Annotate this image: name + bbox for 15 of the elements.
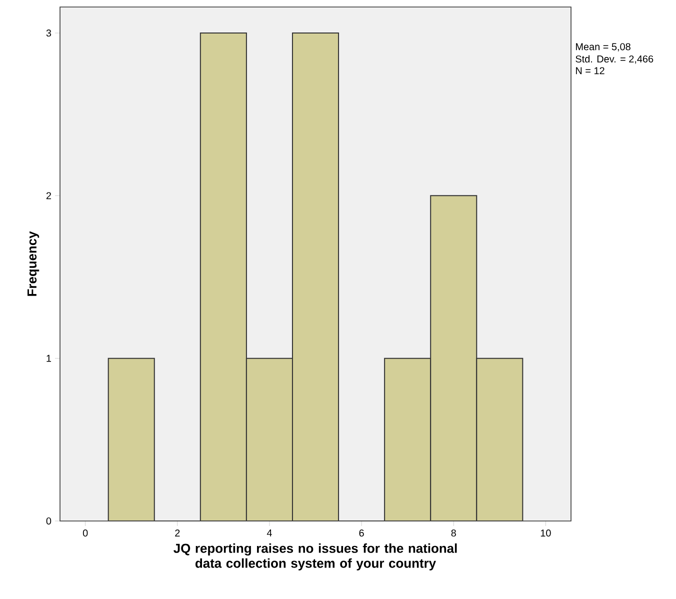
y-tick-label: 2 <box>46 192 51 200</box>
x-tick-label: 0 <box>82 530 88 537</box>
x-tick-label: 4 <box>266 530 272 536</box>
y-tick-label: 1 <box>46 354 52 362</box>
y-tick-label: 3 <box>46 29 52 37</box>
y-axis-title: Frequency <box>28 231 40 296</box>
x-tick-label: 8 <box>451 530 456 537</box>
x-tick-label: 10 <box>540 530 551 537</box>
x-tick-label: 6 <box>359 530 364 537</box>
text: N = 12 <box>576 67 604 74</box>
x-axis-title: JQ reporting raises no issues for the national data collection system of your country <box>174 543 457 570</box>
text: Mean = 5,08 <box>576 43 630 52</box>
y-tick-label: 0 <box>46 517 52 525</box>
x-tick-label: 2 <box>175 530 180 536</box>
text: Std. Dev. = 2,466 <box>576 55 654 64</box>
